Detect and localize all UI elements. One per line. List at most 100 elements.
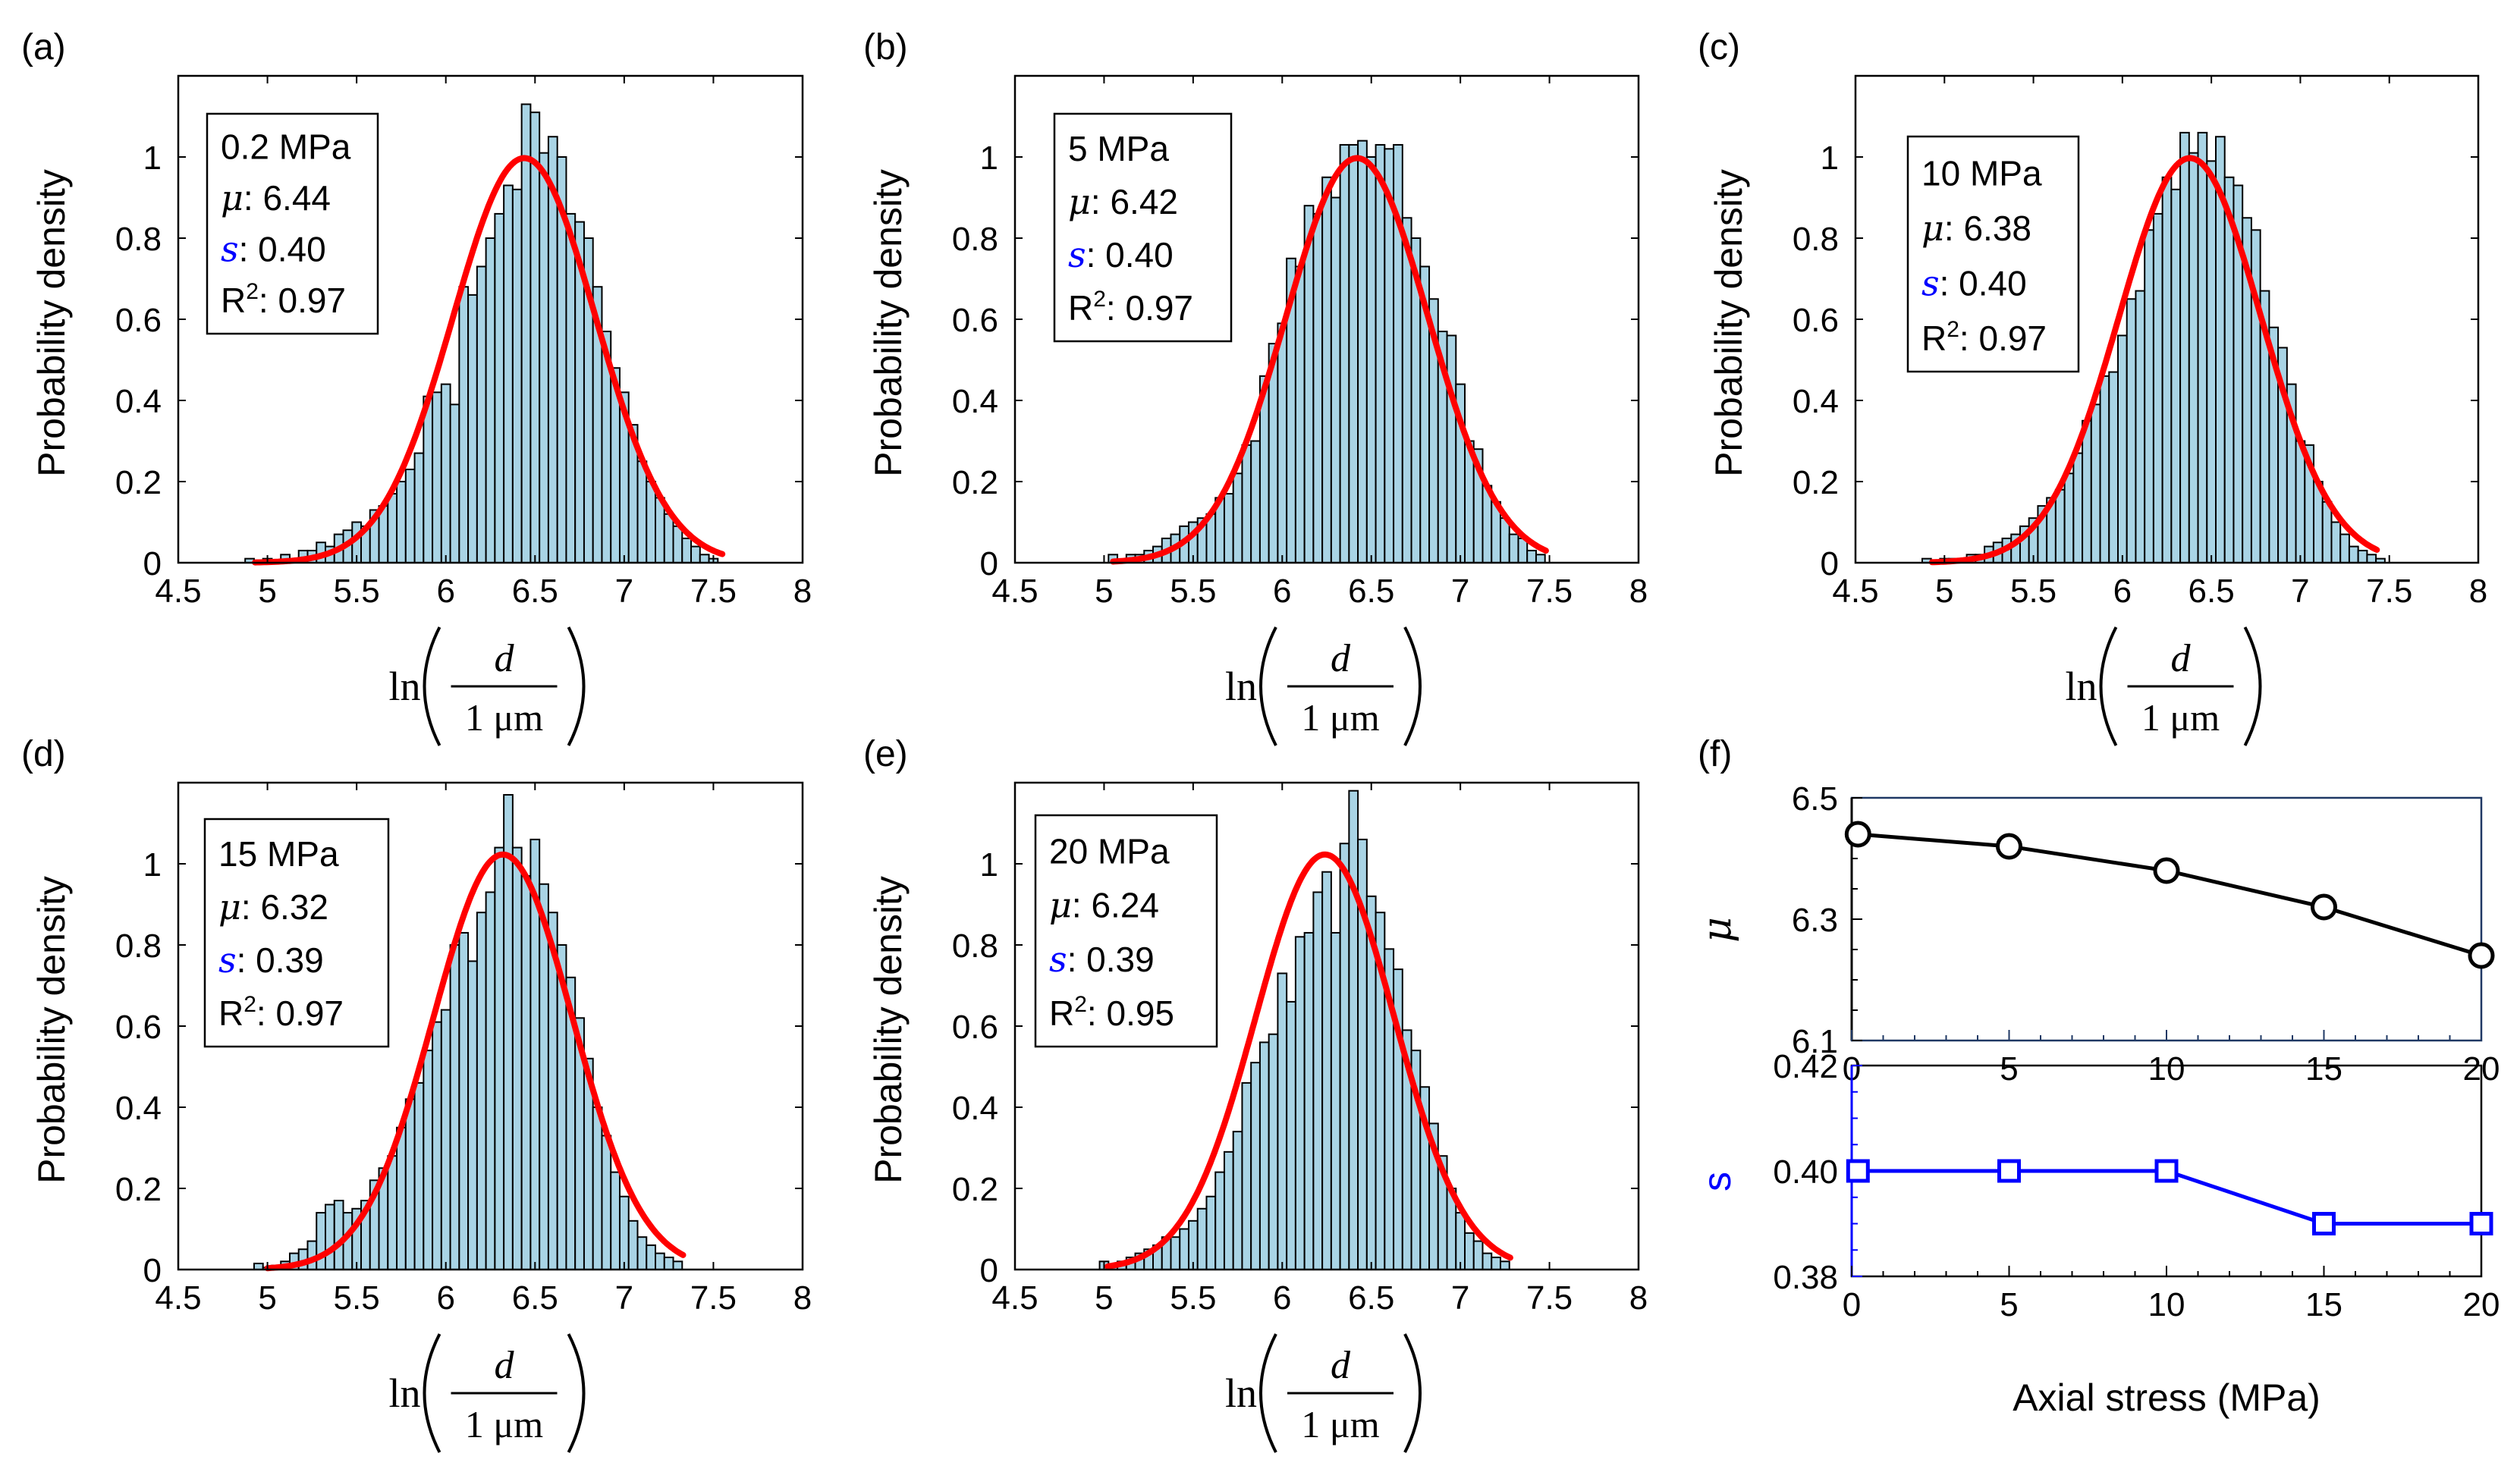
histogram-bar [387,493,398,563]
histogram-bar [503,184,514,563]
right-paren [1403,626,1422,746]
x-axis-label: ln d 1 μm [1225,626,1422,746]
histogram-bar [2330,521,2342,563]
histogram-bar [2295,440,2306,563]
histogram-bar [458,286,470,563]
s-symbol: s [1068,234,1086,275]
histogram-panel-d: (d) 4.5 5 5.5 6 6.5 7 7.5 8 0 0.2 0.4 0.6 0.8 1 Probabi… [21,734,812,1453]
x-label-ln: ln [2065,664,2097,709]
x-tick-label: 10 [2148,1286,2185,1323]
x-tick-label: 7 [615,573,633,610]
histogram-bar [404,1098,416,1271]
y-tick-label: 1 [143,140,162,177]
y-tick-label: 0 [143,545,162,582]
legend-box: 5 MPa μ: 6.42 s: 0.40 R2: 0.97 [1053,112,1233,343]
histogram-bar [1499,1260,1510,1271]
legend-r2: R2: 0.97 [1921,317,2047,358]
histogram-bar [610,1171,621,1270]
r2-superscript: 2 [1947,317,1959,342]
histogram-bar [2179,131,2190,563]
histogram-bar [1196,1207,1208,1270]
y-tick-label: 0.4 [1793,383,1839,420]
histogram-bar [1472,1240,1484,1271]
mu-symbol: μ [218,887,241,928]
data-point [1996,833,2022,860]
x-axis-label: ln d 1 μm [2065,626,2262,746]
histogram-bar [1294,936,1306,1271]
histogram-bar [1232,1131,1243,1270]
histogram-bar [432,391,442,563]
y-tick-label: 0.6 [1793,302,1839,339]
histogram-bar [2357,549,2368,564]
histogram-bar [316,1212,326,1270]
x-tick-label: 7.5 [1526,573,1573,610]
legend-stress: 20 MPa [1049,831,1170,871]
y-tick-label: 0.38 [1773,1259,1838,1296]
legend-separator: : [1940,264,1959,303]
y-tick-label: 0.6 [115,1009,162,1046]
y-tick-label: 0.2 [115,464,162,501]
x-tick-label: 8 [1629,1279,1648,1317]
x-tick-label: 5.5 [2010,573,2057,610]
histogram-bar [655,1252,665,1270]
histogram-bar [2108,371,2119,563]
histogram-bar [1303,931,1315,1270]
legend-box: 10 MPa μ: 6.38 s: 0.40 R2: 0.97 [1906,135,2080,373]
y-tick-label: 1 [1821,140,1839,177]
histogram-bar [440,383,451,563]
left-paren [423,1333,441,1453]
histogram-bar [458,931,470,1270]
panel-label: (d) [21,734,66,774]
histogram-bar [663,513,674,563]
histogram-bar [1250,1062,1261,1271]
fit-curve [264,851,687,1272]
histogram-bar [396,1126,407,1270]
r2-value: 0.97 [278,281,346,320]
legend-s: s: 0.39 [218,940,324,981]
y-axis-label: Probability density [867,876,910,1184]
y-tick-label: 0.6 [952,1009,998,1046]
r2-symbol: R [1049,993,1074,1033]
y-tick-label: 0.42 [1773,1048,1838,1085]
fit-curve [1104,851,1513,1270]
legend-frame [1906,135,2080,373]
legend-separator: : [241,887,261,927]
y-tick-label: 0.8 [952,221,998,258]
y-axis-label: Probability density [30,169,73,477]
x-label-numerator: d [495,637,515,680]
histogram-bar [1268,1033,1279,1270]
histogram-bar [1357,140,1368,564]
r2-value: 0.97 [1125,288,1193,328]
histogram-bar [413,1081,425,1271]
legend-separator: : [1072,886,1092,925]
x-label-denominator: 1 μm [1301,1403,1379,1445]
histogram-bar [2188,152,2199,563]
histogram-bar [1499,517,1510,564]
histogram-bar [423,395,434,564]
histogram-panel-a: (a) 4.5 5 5.5 6 6.5 7 7.5 8 0 0.2 0.4 0.6 0.8 1 Probabi… [21,27,812,746]
histogram-bar [449,944,460,1270]
histogram-panel-e: (e) 4.5 5 5.5 6 6.5 7 7.5 8 0 0.2 0.4 0.6 0.8 1 Probabi… [863,734,1648,1453]
legend-stress: 5 MPa [1068,129,1169,168]
x-tick-label: 8 [2469,573,2487,610]
histogram-bar [1330,196,1341,563]
histogram-bar [2348,545,2359,563]
left-paren [2099,626,2118,746]
x-axis-label: ln d 1 μm [1225,1333,1422,1453]
s-symbol: s [1921,263,1940,304]
histogram-bar [1250,440,1261,563]
histogram-bar [2144,229,2154,563]
x-label-numerator: d [495,1344,515,1387]
x-tick-label: 5.5 [1170,1279,1216,1317]
x-tick-label: 5.5 [1170,573,1216,610]
s-value: 0.40 [1959,264,2027,303]
right-paren [567,1333,586,1453]
legend-box: 20 MPa μ: 6.24 s: 0.39 R2: 0.95 [1034,814,1218,1048]
histogram-bar [2170,188,2182,564]
r2-superscript: 2 [246,279,259,304]
legend-r2: R2: 0.97 [218,992,344,1033]
x-axis-label: ln d 1 μm [388,1333,586,1453]
histogram-bar [663,1256,674,1270]
s-value: 0.39 [1086,940,1155,979]
histogram-bar [2197,131,2208,563]
